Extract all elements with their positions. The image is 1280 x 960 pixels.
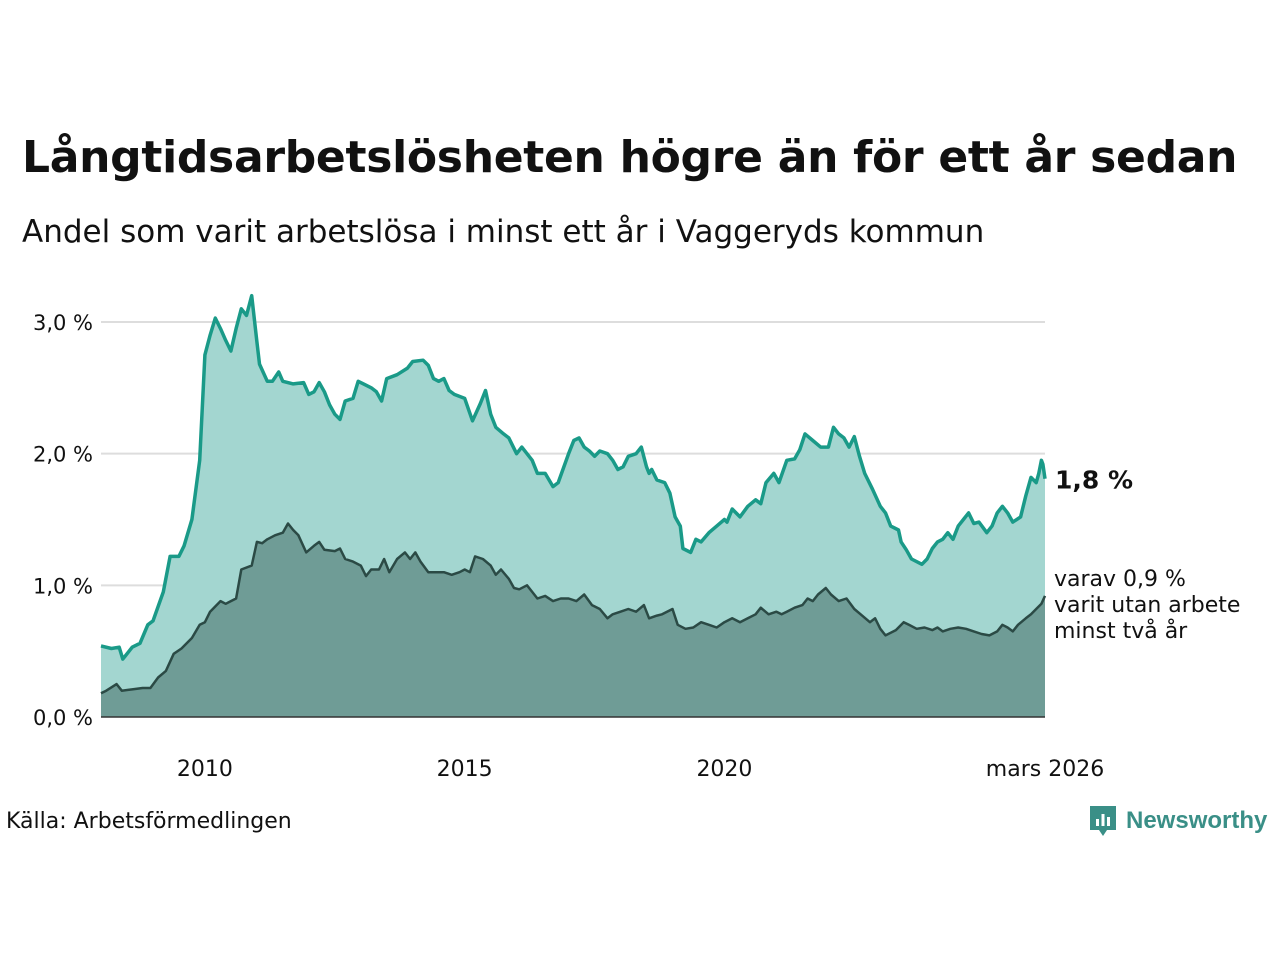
- areas: [101, 295, 1045, 717]
- newsworthy-logo-icon: [1090, 806, 1116, 836]
- end-label-minst-tva-ar-line: minst två år: [1054, 618, 1188, 644]
- line-minst-ett-ar: [100, 293, 1047, 661]
- y-tick-label: 0,0 %: [33, 706, 93, 730]
- end-label-minst-tva-ar-line: varav 0,9 %: [1054, 567, 1186, 592]
- x-tick-label: 2020: [696, 757, 752, 782]
- end-label-minst-ett-ar: 1,8 %: [1055, 466, 1133, 495]
- x-tick-label: 2010: [177, 757, 233, 782]
- x-tick-label: 2015: [437, 757, 493, 782]
- y-tick-label: 2,0 %: [33, 443, 93, 467]
- area-minst-tva-ar: [101, 523, 1045, 717]
- y-tick-label: 3,0 %: [33, 311, 93, 335]
- newsworthy-logo-text: Newsworthy: [1126, 807, 1268, 834]
- line-minst-tva-ar: [100, 522, 1047, 695]
- newsworthy-logo[interactable]: Newsworthy: [1088, 804, 1267, 838]
- chart-subtitle: Andel som varit arbetslösa i minst ett å…: [22, 214, 985, 250]
- chart-title: Långtidsarbetslösheten högre än för ett …: [22, 132, 1238, 183]
- end-label-minst-tva-ar-line: varit utan arbete: [1054, 593, 1240, 618]
- source-note: Källa: Arbetsförmedlingen: [6, 809, 292, 834]
- y-tick-label: 1,0 %: [33, 574, 93, 598]
- x-tick-label: mars 2026: [986, 757, 1104, 782]
- axes: 0,0 % 1,0 % 2,0 % 3,0 % 2010 2015 2020 mars 202…: [33, 311, 1104, 782]
- lines: [100, 293, 1047, 695]
